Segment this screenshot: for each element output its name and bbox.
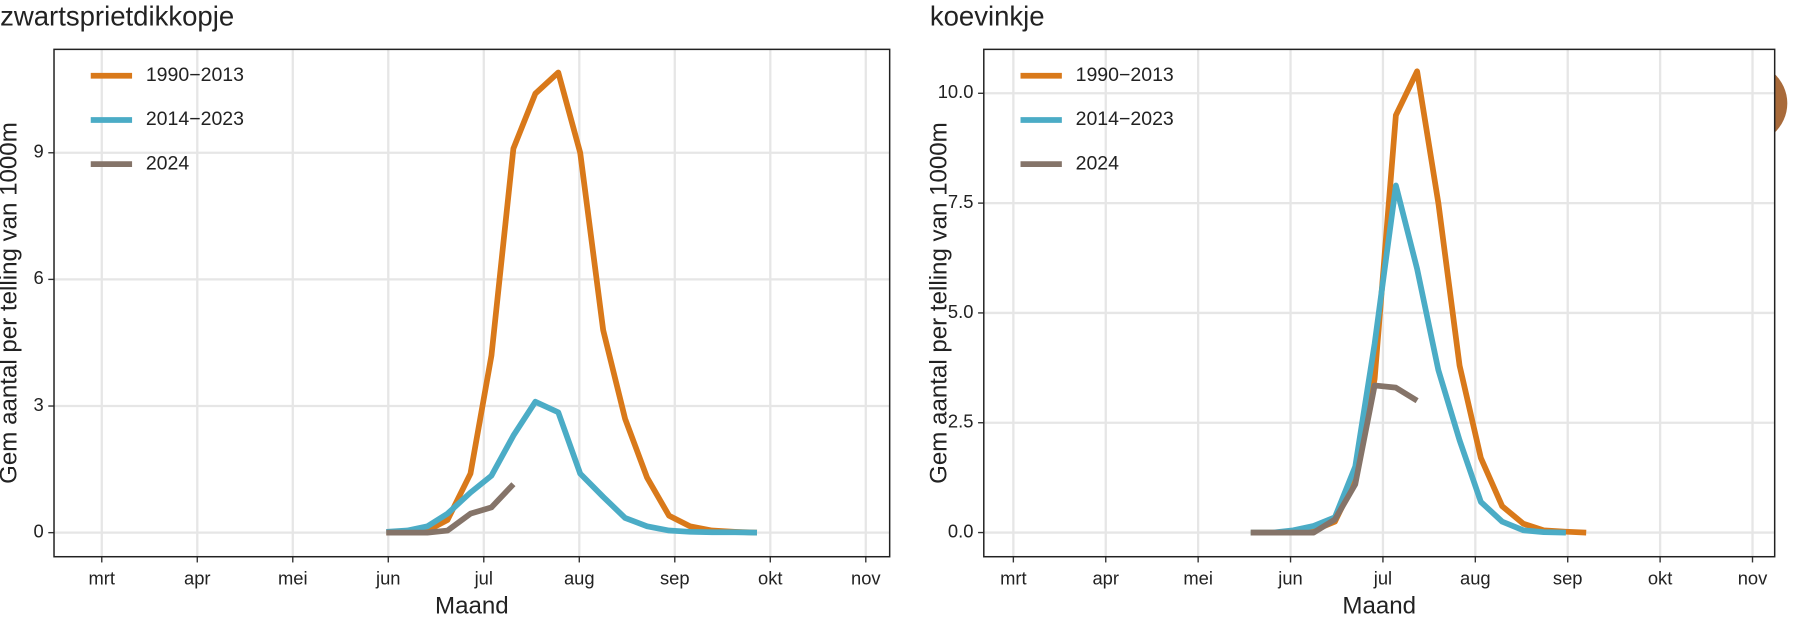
- y-axis-label: Gem aantal per telling van 1000m: [0, 122, 23, 484]
- x-tick-label: nov: [851, 568, 881, 589]
- y-axis-label: Gem aantal per telling van 1000m: [926, 122, 953, 484]
- chart-title: zwartsprietdikkopje: [0, 1, 234, 32]
- series-line: [386, 398, 758, 536]
- x-tick-label: jul: [474, 568, 493, 589]
- x-tick-label: mei: [1183, 568, 1213, 589]
- x-axis-label: Maand: [1342, 593, 1416, 620]
- plot-border: [983, 48, 1776, 558]
- series-line: [1250, 182, 1566, 536]
- x-tick-label: nov: [1738, 568, 1768, 589]
- y-tick-label: 6: [33, 267, 43, 288]
- legend-label: 2014−2023: [146, 108, 244, 130]
- x-tick-label: sep: [1553, 568, 1583, 589]
- x-tick-label: okt: [758, 568, 783, 589]
- x-tick-label: mrt: [89, 568, 116, 589]
- x-tick-label: apr: [184, 568, 211, 589]
- x-tick-label: jun: [1277, 568, 1303, 589]
- legend-label: 2024: [146, 152, 190, 174]
- legend-label: 1990−2013: [146, 64, 244, 86]
- legend-label: 2014−2023: [1076, 108, 1174, 130]
- x-axis-label: Maand: [435, 593, 509, 620]
- series-line: [386, 482, 516, 536]
- x-tick-label: aug: [1460, 568, 1491, 589]
- y-tick-label: 3: [33, 394, 43, 415]
- series-line: [1250, 382, 1419, 536]
- y-tick-label: 7.5: [948, 191, 974, 212]
- x-tick-label: sep: [660, 568, 690, 589]
- y-tick-label: 10.0: [938, 81, 974, 102]
- series-line: [386, 69, 758, 536]
- y-tick-label: 0: [33, 521, 43, 542]
- x-tick-label: jul: [1373, 568, 1392, 589]
- x-tick-label: aug: [564, 568, 595, 589]
- x-tick-label: mei: [278, 568, 308, 589]
- x-tick-label: mrt: [1000, 568, 1027, 589]
- y-tick-label: 2.5: [948, 411, 974, 432]
- y-tick-label: 5.0: [948, 301, 974, 322]
- x-tick-label: jun: [375, 568, 401, 589]
- plot-border: [53, 48, 891, 558]
- legend-label: 1990−2013: [1076, 64, 1174, 86]
- legend-label: 2024: [1076, 152, 1120, 174]
- y-tick-label: 0.0: [948, 520, 974, 541]
- x-tick-label: apr: [1092, 568, 1119, 589]
- x-tick-label: okt: [1648, 568, 1672, 589]
- y-tick-label: 9: [33, 141, 43, 162]
- chart-title: koevinkje: [930, 1, 1045, 32]
